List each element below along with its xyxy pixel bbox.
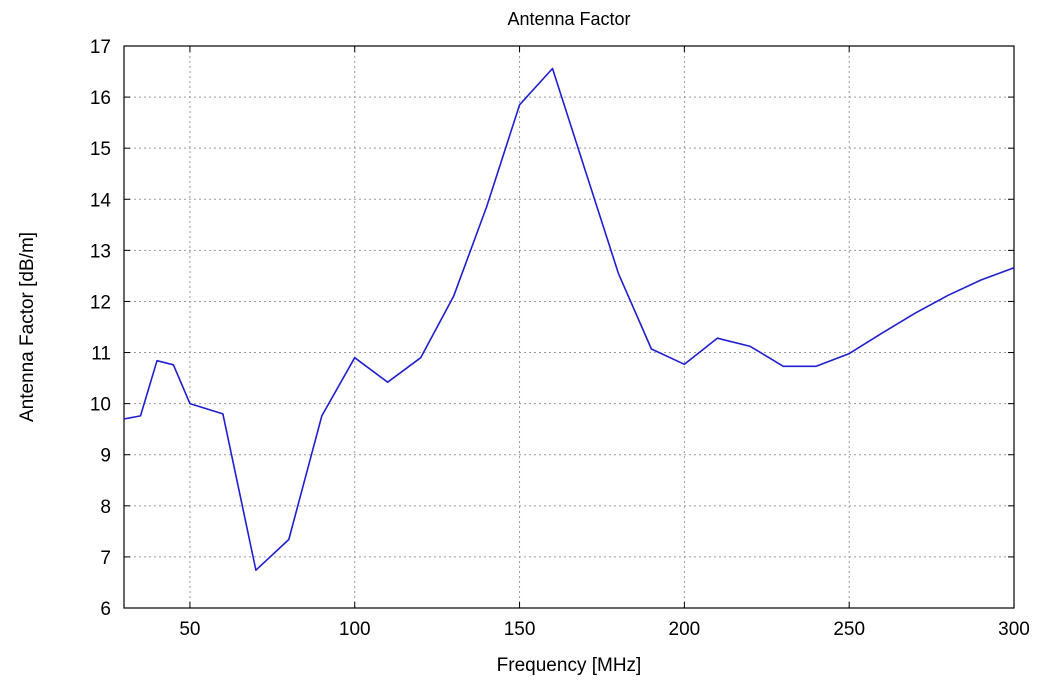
y-tick-label: 6	[100, 599, 111, 620]
y-tick-label: 13	[90, 241, 111, 262]
x-tick-label: 50	[179, 619, 200, 640]
y-tick-label: 17	[90, 37, 111, 58]
x-tick-label: 250	[833, 619, 865, 640]
y-tick-label: 11	[91, 344, 111, 365]
series-layer	[123, 67, 1015, 572]
y-tick-label: 9	[100, 446, 111, 467]
x-tick-label: 300	[998, 619, 1030, 640]
series-line	[123, 67, 1015, 572]
y-tick-label: 15	[90, 139, 111, 160]
x-tick-label: 100	[339, 619, 371, 640]
y-axis-title: Antenna Factor [dB/m]	[17, 232, 38, 422]
plot-frame	[123, 45, 1015, 609]
y-tick-label: 7	[100, 548, 111, 569]
y-tick-label: 14	[90, 190, 112, 211]
x-tick-label: 150	[504, 619, 536, 640]
label-layer: 50 100 150 200 250 300 6 7 8 9 10 11 12 13 14 15 16 17	[90, 37, 1030, 640]
y-tick-label: 8	[100, 497, 111, 518]
y-tick-label: 16	[90, 88, 111, 109]
x-tick-label: 200	[669, 619, 701, 640]
grid-layer	[124, 46, 1014, 608]
x-axis-title: Frequency [MHz]	[497, 655, 642, 676]
y-tick-label: 12	[90, 292, 111, 313]
y-tick-label: 10	[90, 395, 111, 416]
tick-layer	[124, 45, 1015, 609]
chart-title: Antenna Factor	[507, 9, 630, 29]
